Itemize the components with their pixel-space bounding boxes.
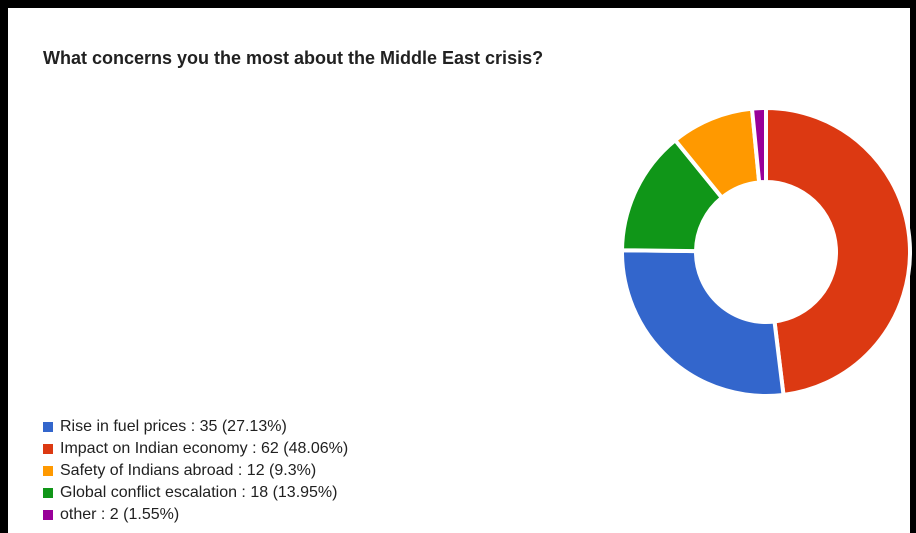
legend-label: Rise in fuel prices : 35 (27.13%)	[60, 418, 287, 435]
chart-legend: Rise in fuel prices : 35 (27.13%) Impact …	[43, 416, 348, 526]
pie-slice-impact-on-indian-economy[interactable]	[764, 105, 912, 398]
chart-title: What concerns you the most about the Mid…	[43, 48, 544, 68]
legend-label: other : 2 (1.55%)	[60, 506, 180, 523]
pie-slice-rise-in-fuel-prices[interactable]	[620, 248, 786, 398]
legend-swatch	[43, 444, 53, 454]
legend-item-rise-in-fuel-prices[interactable]: Rise in fuel prices : 35 (27.13%)	[43, 416, 348, 438]
legend-item-other[interactable]: other : 2 (1.55%)	[43, 504, 348, 526]
legend-label: Safety of Indians abroad : 12 (9.3%)	[60, 462, 317, 479]
legend-swatch	[43, 422, 53, 432]
legend-swatch	[43, 510, 53, 520]
legend-label: Global conflict escalation : 18 (13.95%)	[60, 484, 338, 501]
legend-item-impact-on-indian-economy[interactable]: Impact on Indian economy : 62 (48.06%)	[43, 438, 348, 460]
donut-chart	[619, 105, 912, 398]
legend-label: Impact on Indian economy : 62 (48.06%)	[60, 440, 349, 457]
legend-item-safety-of-indians-abroad[interactable]: Safety of Indians abroad : 12 (9.3%)	[43, 460, 348, 482]
legend-item-global-conflict-escalation[interactable]: Global conflict escalation : 18 (13.95%)	[43, 482, 348, 504]
legend-swatch	[43, 466, 53, 476]
pie-slice-other[interactable]	[749, 105, 768, 185]
legend-swatch	[43, 488, 53, 498]
